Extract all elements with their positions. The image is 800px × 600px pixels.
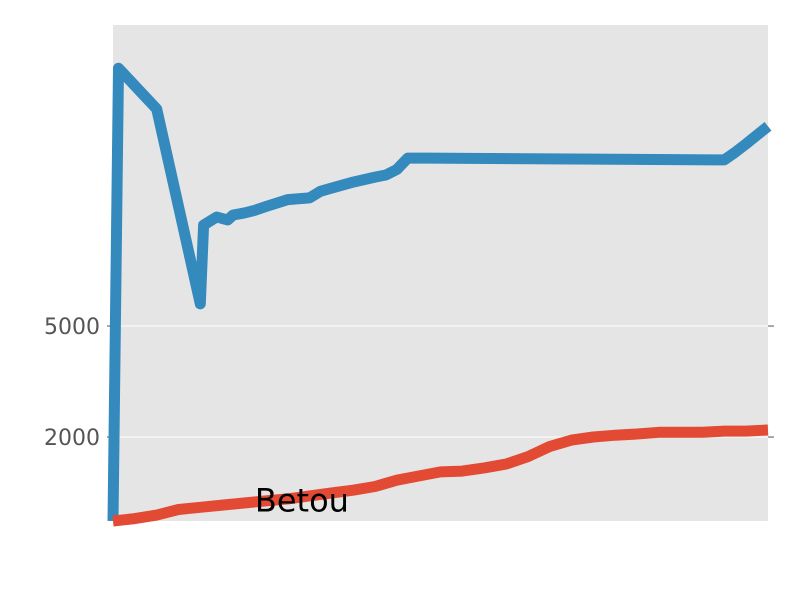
series-line-0 <box>107 62 772 522</box>
annotations: Betou <box>255 482 349 520</box>
series-lines <box>107 62 772 527</box>
plot-area <box>113 25 768 521</box>
y-tick-label: 5000 <box>44 315 100 340</box>
y-axis: 2000 5000 <box>44 315 774 451</box>
series-line-1 <box>112 424 769 527</box>
y-tick-label: 2000 <box>44 426 100 451</box>
annotation-label: Betou <box>255 482 349 520</box>
